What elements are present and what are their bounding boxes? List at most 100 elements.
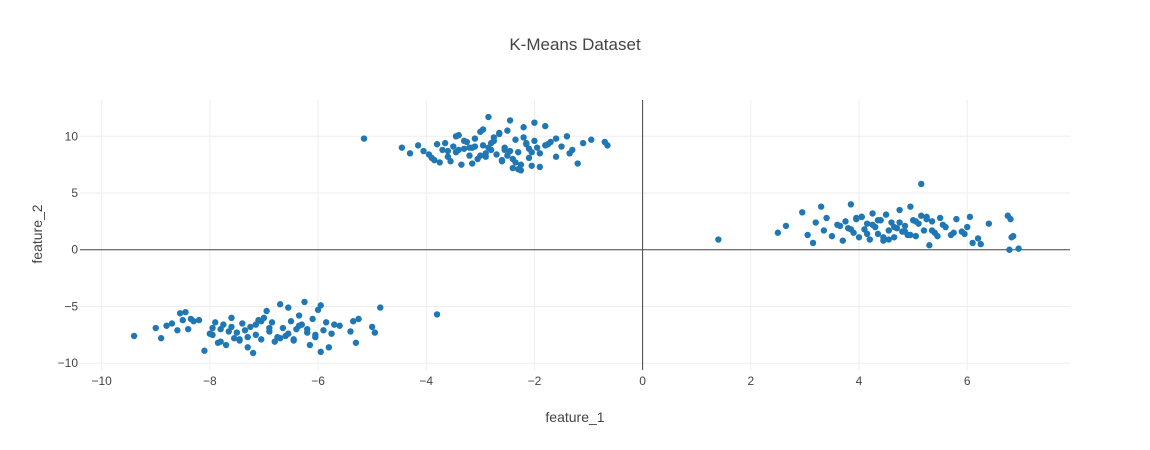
data-point[interactable] [504, 127, 511, 134]
data-point[interactable] [322, 319, 330, 326]
data-point[interactable] [460, 145, 468, 152]
data-point[interactable] [782, 222, 790, 230]
data-point[interactable] [406, 150, 414, 157]
data-point[interactable] [506, 117, 514, 124]
data-point[interactable] [236, 336, 243, 343]
data-point[interactable] [531, 137, 538, 145]
data-point[interactable] [276, 335, 284, 342]
data-point[interactable] [525, 154, 533, 162]
data-point[interactable] [1007, 215, 1014, 223]
data-point[interactable] [371, 329, 379, 336]
data-point[interactable] [163, 322, 170, 329]
data-point[interactable] [209, 331, 216, 339]
data-point[interactable] [325, 344, 333, 351]
data-point[interactable] [485, 113, 492, 121]
data-point[interactable] [901, 228, 909, 235]
data-point[interactable] [517, 161, 525, 168]
data-point[interactable] [301, 298, 308, 306]
data-point[interactable] [466, 152, 473, 159]
data-point[interactable] [558, 143, 565, 150]
data-point[interactable] [512, 159, 519, 166]
data-point[interactable] [176, 310, 184, 317]
data-point[interactable] [809, 239, 817, 247]
data-point[interactable] [853, 214, 860, 222]
data-point[interactable] [961, 230, 968, 238]
data-point[interactable] [874, 230, 882, 238]
data-point[interactable] [444, 147, 452, 155]
data-point[interactable] [295, 312, 303, 319]
data-point[interactable] [220, 321, 227, 328]
data-point[interactable] [352, 339, 360, 346]
data-point[interactable] [812, 219, 819, 226]
data-point[interactable] [287, 318, 295, 325]
data-point[interactable] [966, 213, 974, 221]
data-point[interactable] [918, 180, 925, 188]
data-point[interactable] [552, 153, 560, 160]
data-point[interactable] [823, 214, 830, 222]
data-point[interactable] [317, 348, 324, 356]
data-point[interactable] [179, 316, 186, 324]
data-point[interactable] [469, 160, 476, 167]
data-point[interactable] [295, 322, 303, 329]
data-point[interactable] [182, 308, 189, 316]
data-point[interactable] [579, 139, 587, 147]
data-point[interactable] [866, 236, 874, 243]
data-point[interactable] [964, 223, 971, 231]
data-point[interactable] [336, 322, 343, 329]
data-point[interactable] [479, 126, 487, 133]
data-point[interactable] [928, 227, 936, 234]
data-point[interactable] [912, 218, 920, 225]
data-point[interactable] [228, 314, 235, 322]
data-point[interactable] [901, 222, 909, 230]
data-point[interactable] [306, 341, 314, 349]
data-point[interactable] [918, 212, 925, 219]
data-point[interactable] [244, 333, 251, 341]
data-point[interactable] [458, 161, 465, 168]
data-point[interactable] [268, 319, 276, 326]
data-point[interactable] [847, 226, 855, 233]
data-point[interactable] [528, 148, 535, 156]
data-point[interactable] [858, 213, 865, 221]
data-point[interactable] [842, 218, 849, 225]
data-point[interactable] [817, 203, 825, 210]
data-point[interactable] [490, 134, 498, 141]
data-point[interactable] [880, 234, 887, 241]
data-point[interactable] [520, 134, 527, 141]
data-point[interactable] [552, 135, 560, 142]
data-point[interactable] [436, 159, 443, 166]
data-point[interactable] [542, 122, 549, 130]
data-point[interactable] [890, 223, 898, 231]
data-point[interactable] [252, 331, 260, 339]
data-point[interactable] [920, 227, 928, 234]
data-point[interactable] [907, 203, 914, 210]
data-point[interactable] [869, 221, 876, 228]
data-point[interactable] [882, 211, 890, 218]
data-point[interactable] [355, 315, 362, 323]
data-point[interactable] [896, 219, 903, 226]
data-point[interactable] [890, 234, 898, 241]
data-point[interactable] [450, 143, 457, 150]
data-point[interactable] [471, 135, 479, 142]
data-point[interactable] [912, 232, 920, 240]
data-point[interactable] [847, 201, 855, 208]
data-point[interactable] [263, 307, 270, 315]
data-point[interactable] [184, 325, 192, 333]
data-point[interactable] [774, 229, 782, 236]
data-point[interactable] [531, 119, 538, 126]
data-point[interactable] [349, 318, 357, 325]
data-point[interactable] [230, 335, 238, 342]
data-point[interactable] [498, 158, 506, 165]
data-point[interactable] [368, 323, 376, 331]
data-point[interactable] [168, 320, 176, 327]
data-point[interactable] [874, 217, 882, 224]
data-point[interactable] [285, 304, 292, 311]
data-point[interactable] [482, 153, 489, 160]
data-point[interactable] [377, 304, 384, 311]
data-point[interactable] [252, 321, 260, 328]
data-point[interactable] [249, 349, 257, 357]
data-point[interactable] [536, 163, 544, 171]
data-point[interactable] [506, 147, 514, 155]
data-point[interactable] [514, 148, 522, 156]
data-point[interactable] [398, 144, 406, 151]
data-point[interactable] [509, 164, 516, 172]
